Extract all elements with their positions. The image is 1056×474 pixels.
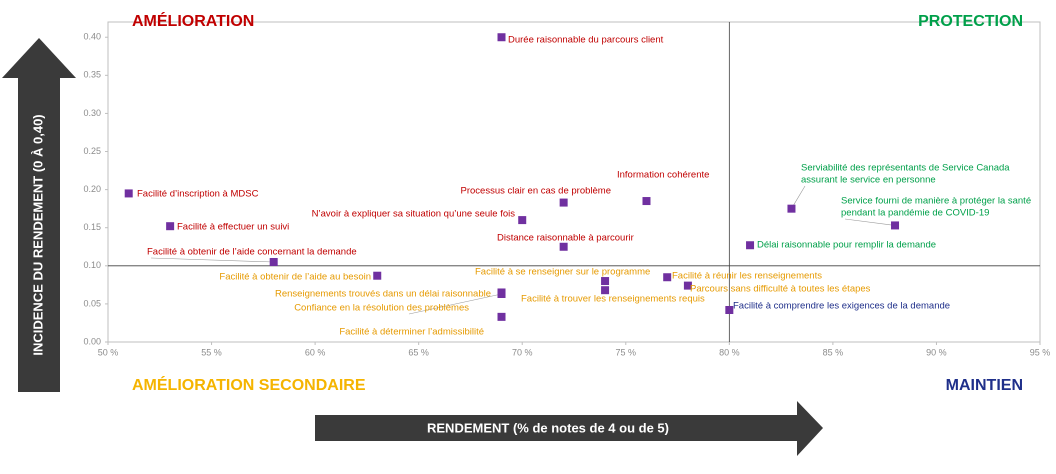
y-tick-label: 0.05: [83, 298, 101, 308]
leader-line: [408, 293, 502, 315]
data-point: [559, 198, 568, 207]
point-label: Facilité à se renseigner sur le programm…: [475, 267, 650, 278]
point-label: Processus clair en cas de problème: [461, 186, 612, 197]
data-point: [518, 216, 527, 225]
y-tick-label: 0.10: [83, 260, 101, 270]
point-label: Facilité à trouver les renseignements re…: [521, 294, 705, 305]
point-label: Facilité à déterminer l’admissibilité: [339, 327, 484, 338]
point-label: Information cohérente: [617, 170, 709, 181]
x-tick-label: 55 %: [201, 347, 222, 357]
data-point: [642, 197, 651, 206]
data-point: [746, 241, 755, 250]
y-arrow: [2, 38, 76, 392]
data-point: [269, 258, 278, 266]
point-label: N’avoir à expliquer sa situation qu’une …: [312, 209, 516, 220]
data-point: [683, 281, 692, 290]
x-tick-label: 90 %: [926, 347, 947, 357]
point-label: Distance raisonnable à parcourir: [497, 233, 634, 244]
quadrant-label: PROTECTION: [918, 13, 1023, 30]
point-label: Parcours sans difficulté à toutes les ét…: [690, 284, 871, 295]
point-label: pendant la pandémie de COVID-19: [841, 208, 989, 219]
data-point: [891, 221, 900, 230]
x-tick-label: 75 %: [616, 347, 637, 357]
data-point: [497, 33, 506, 42]
plot-frame: [107, 21, 1041, 343]
x-tick-label: 80 %: [719, 347, 740, 357]
y-tick-label: 0.30: [83, 108, 101, 118]
quadrant-label: AMÉLIORATION SECONDAIRE: [132, 375, 366, 394]
y-axis-title: INCIDENCE DU RENDEMENT (0 À 0,40): [30, 114, 45, 355]
leader-line: [150, 257, 274, 263]
data-point: [601, 277, 610, 286]
point-label: Facilité à comprendre les exigences de l…: [733, 301, 950, 312]
quadrant-label: AMÉLIORATION: [132, 11, 254, 30]
data-point: [497, 290, 506, 298]
x-tick-label: 50 %: [98, 347, 119, 357]
point-label: Facilité à obtenir de l’aide au besoin: [219, 272, 371, 283]
y-tick-label: 0.25: [83, 146, 101, 156]
data-point: [559, 242, 568, 251]
x-tick-label: 65 %: [408, 347, 429, 357]
data-point: [663, 273, 672, 282]
x-tick-label: 95 %: [1030, 347, 1051, 357]
y-tick-label: 0.15: [83, 222, 101, 232]
x-tick-label: 70 %: [512, 347, 533, 357]
data-point: [124, 189, 133, 198]
y-tick-label: 0.20: [83, 184, 101, 194]
point-label: assurant le service en personne: [801, 175, 936, 186]
data-point: [787, 204, 796, 213]
point-label: Service fourni de manière à protéger la …: [841, 196, 1031, 207]
quadrant-label: MAINTIEN: [946, 377, 1023, 394]
point-label: Durée raisonnable du parcours client: [508, 35, 664, 46]
point-label: Facilité à obtenir de l’aide concernant …: [147, 247, 357, 258]
data-point: [725, 306, 734, 314]
point-label: Délai raisonnable pour remplir la demand…: [757, 240, 936, 251]
leader-line: [844, 218, 896, 226]
point-label: Serviabilité des représentants de Servic…: [801, 163, 1010, 174]
data-point: [166, 222, 175, 231]
y-tick-label: 0.35: [83, 70, 101, 80]
data-point: [373, 271, 382, 280]
data-point: [601, 286, 610, 295]
y-tick-label: 0.00: [83, 336, 101, 346]
x-axis-title: RENDEMENT (% de notes de 4 ou de 5): [427, 420, 669, 435]
x-tick-label: 85 %: [823, 347, 844, 357]
point-label: Renseignements trouvés dans un délai rai…: [275, 289, 491, 300]
x-arrow: [315, 401, 823, 456]
point-label: Facilité à réunir les renseignements: [672, 271, 822, 282]
data-point: [497, 312, 506, 321]
y-tick-label: 0.40: [83, 32, 101, 42]
point-label: Facilité à effectuer un suivi: [177, 222, 289, 233]
x-tick-label: 60 %: [305, 347, 326, 357]
point-label: Confiance en la résolution des problèmes: [294, 303, 469, 314]
point-label: Facilité d’inscription à MDSC: [137, 189, 259, 200]
